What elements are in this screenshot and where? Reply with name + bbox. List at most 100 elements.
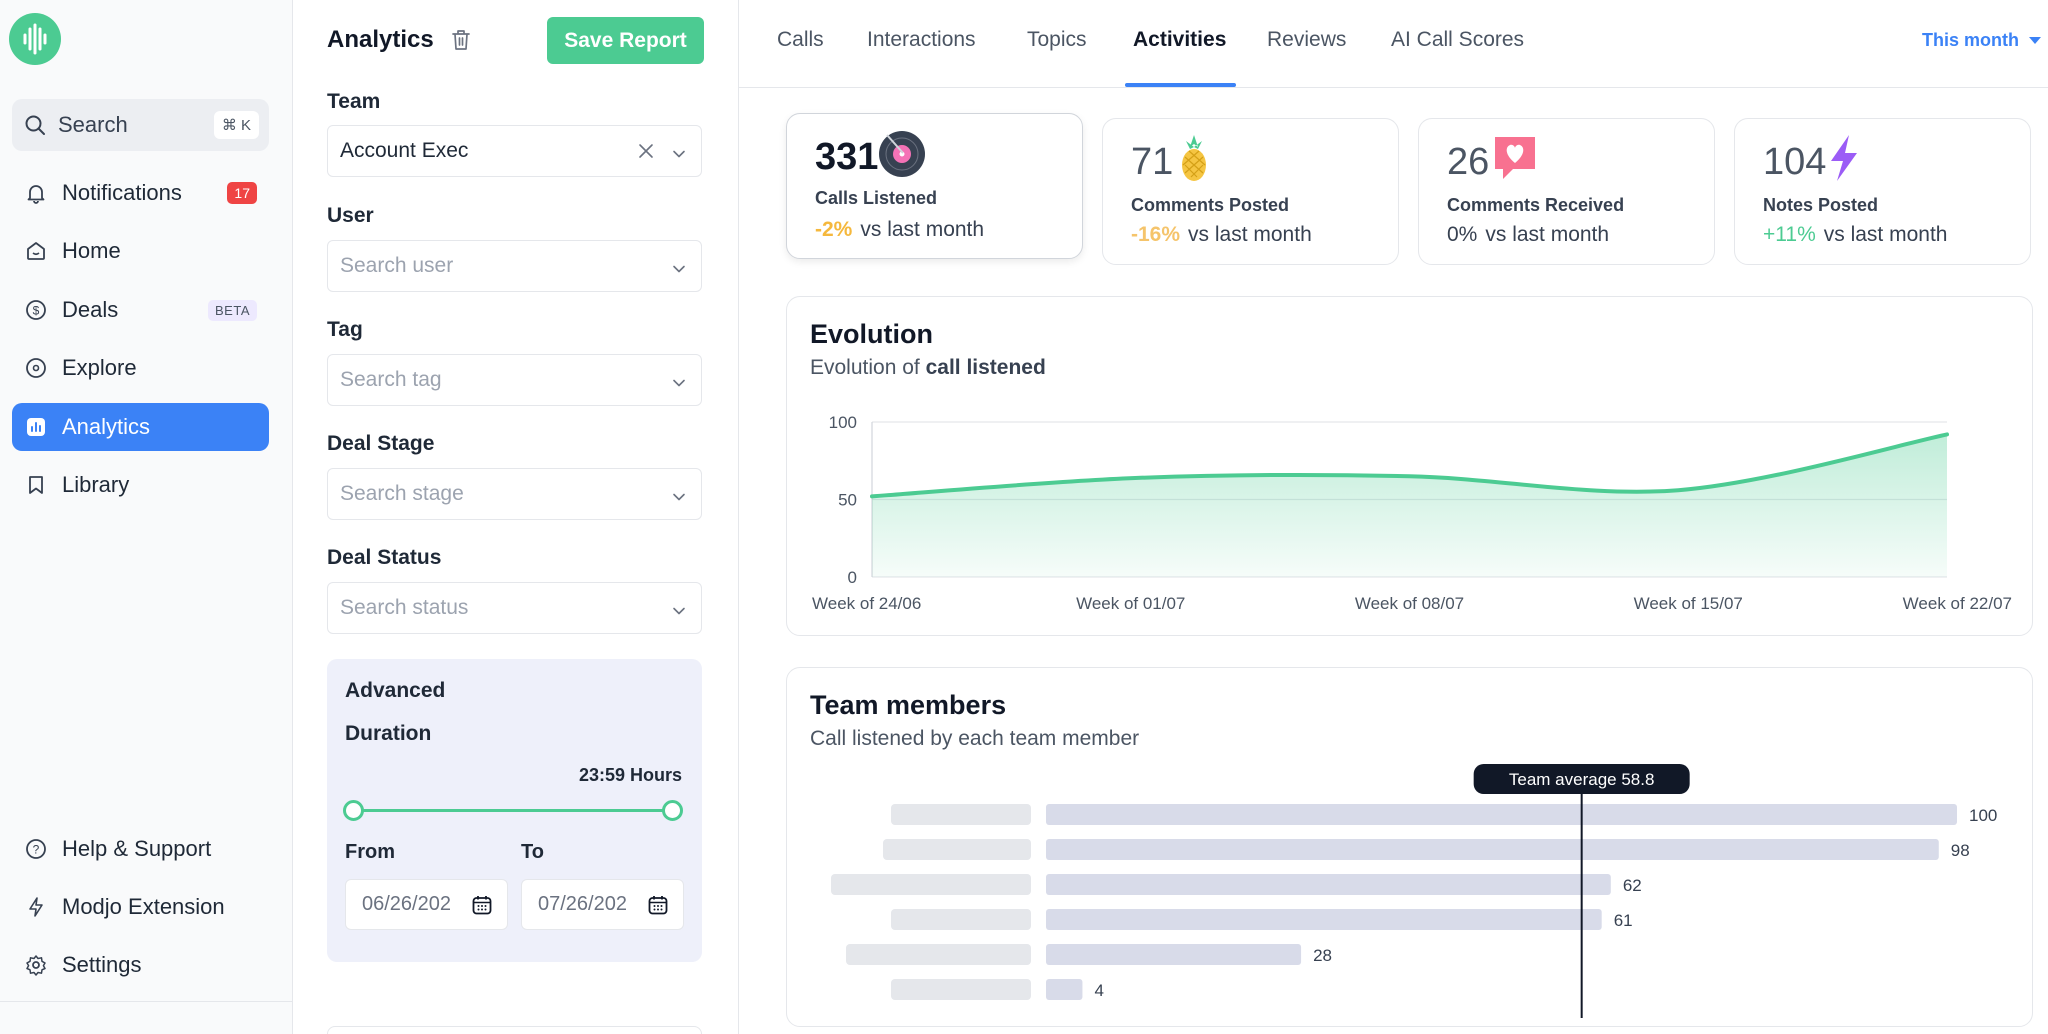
member-bar[interactable] xyxy=(1046,804,1957,825)
waveform-logo-icon xyxy=(23,23,47,55)
member-bar[interactable] xyxy=(1046,839,1939,860)
tab-reviews[interactable]: Reviews xyxy=(1267,28,1347,51)
sidebar: Search ⌘ K Notifications 17 Home $ Deals… xyxy=(0,0,293,1034)
deal-status-select[interactable]: Search status xyxy=(327,582,702,634)
team-average-label: Team average 58.8 xyxy=(1509,770,1655,789)
search-shortcut: ⌘ K xyxy=(213,111,259,139)
chevron-down-icon xyxy=(671,601,687,625)
member-bar[interactable] xyxy=(1046,944,1302,965)
tab-bar: Calls Interactions Topics Activities Rev… xyxy=(739,0,2048,88)
sidebar-item-explore[interactable]: Explore xyxy=(12,344,269,392)
tab-calls[interactable]: Calls xyxy=(777,28,824,51)
main-content: Calls Interactions Topics Activities Rev… xyxy=(739,0,2048,1034)
sidebar-item-analytics[interactable]: Analytics xyxy=(12,403,269,451)
delta-percent: +11% xyxy=(1763,223,1816,246)
dollar-circle-icon: $ xyxy=(24,298,48,322)
calendar-icon[interactable] xyxy=(471,894,493,922)
member-bar[interactable] xyxy=(1046,979,1083,1000)
tab-activities[interactable]: Activities xyxy=(1133,28,1227,51)
delta-percent: 0% xyxy=(1447,223,1478,246)
advanced-filters: Advanced Duration 23:59 Hours From To 06… xyxy=(327,659,702,962)
tag-select[interactable]: Search tag xyxy=(327,354,702,406)
evolution-title: Evolution xyxy=(810,319,933,349)
stat-label: Notes Posted xyxy=(1763,195,1879,215)
tab-ai-call-scores[interactable]: AI Call Scores xyxy=(1391,28,1525,51)
bar-value-label: 4 xyxy=(1094,981,1103,1000)
duration-slider-track[interactable] xyxy=(354,809,672,812)
from-date-input[interactable]: 06/26/2024 xyxy=(345,879,508,930)
deal-stage-select[interactable]: Search stage xyxy=(327,468,702,520)
sidebar-item-deals[interactable]: $ Deals BETA xyxy=(12,286,269,334)
search-button[interactable]: Search ⌘ K xyxy=(12,99,269,151)
stat-value: 26 xyxy=(1447,141,1490,183)
y-tick-label: 50 xyxy=(838,491,857,510)
svg-text:$: $ xyxy=(33,304,40,318)
x-tick-label: Week of 01/07 xyxy=(1076,594,1185,613)
sidebar-item-extension[interactable]: Modjo Extension xyxy=(12,883,269,931)
modjo-logo[interactable] xyxy=(9,13,61,65)
period-select[interactable]: This month xyxy=(1922,30,2019,50)
search-label: Search xyxy=(58,112,128,137)
trash-icon[interactable] xyxy=(450,28,472,57)
deal-stage-label: Deal Stage xyxy=(327,432,435,455)
team-select[interactable]: Account Exec xyxy=(327,125,702,177)
to-label: To xyxy=(521,841,544,863)
evolution-panel: Evolution Evolution of call listened 0 50… xyxy=(786,296,2033,636)
sidebar-item-home[interactable]: Home xyxy=(12,227,269,275)
evolution-subtitle-prefix: Evolution of xyxy=(810,356,920,379)
clear-icon[interactable] xyxy=(637,142,655,166)
member-name-placeholder xyxy=(883,839,1031,860)
save-report-button[interactable]: Save Report xyxy=(547,17,704,64)
sidebar-item-label: Analytics xyxy=(62,414,151,439)
stat-value: 71 xyxy=(1131,141,1174,183)
to-date-value: 07/26/2024 xyxy=(538,893,626,915)
delta-suffix: vs last month xyxy=(1188,223,1312,246)
lightning-bolt-icon xyxy=(1827,133,1861,188)
delta-suffix: vs last month xyxy=(860,218,985,241)
duration-slider-max-handle[interactable] xyxy=(662,800,683,821)
filter-card-partial xyxy=(327,1026,702,1034)
user-select[interactable]: Search user xyxy=(327,240,702,292)
caret-down-icon[interactable] xyxy=(2029,37,2041,44)
area-fill xyxy=(872,434,1947,577)
stat-label: Comments Received xyxy=(1447,195,1625,215)
member-name-placeholder xyxy=(831,874,1031,895)
team-members-chart: 100 98 62 61 28 4 Team average 58.8 xyxy=(831,764,1997,1018)
tab-interactions[interactable]: Interactions xyxy=(867,28,976,51)
sidebar-item-help[interactable]: ? Help & Support xyxy=(12,825,269,873)
lightning-icon xyxy=(24,895,48,919)
stat-card-calls-listened[interactable]: 331 Calls Listened -2% vs last month xyxy=(786,113,1083,259)
member-name-placeholder xyxy=(891,979,1031,1000)
bar-value-label: 98 xyxy=(1951,841,1970,860)
duration-value: 23:59 Hours xyxy=(578,765,682,785)
chevron-down-icon xyxy=(671,487,687,511)
svg-text:?: ? xyxy=(33,843,40,857)
active-tab-indicator xyxy=(1125,83,1236,87)
duration-slider-min-handle[interactable] xyxy=(343,800,364,821)
sidebar-item-label: Home xyxy=(62,238,121,263)
tab-topics[interactable]: Topics xyxy=(1027,28,1087,51)
compass-icon xyxy=(24,356,48,380)
stat-card-notes-posted[interactable]: 104 Notes Posted +11% vs last month xyxy=(1734,118,2031,265)
stat-label: Comments Posted xyxy=(1131,195,1290,215)
member-bar[interactable] xyxy=(1046,874,1611,895)
user-label: User xyxy=(327,204,374,227)
pineapple-icon xyxy=(1177,133,1211,188)
calendar-icon[interactable] xyxy=(647,894,669,922)
delta-suffix: vs last month xyxy=(1823,223,1948,246)
status-placeholder: Search status xyxy=(340,596,469,619)
stat-card-comments-posted[interactable]: 71 Comments Posted -16% vs last month xyxy=(1102,118,1399,265)
sidebar-item-notifications[interactable]: Notifications 17 xyxy=(12,169,269,217)
sidebar-item-settings[interactable]: Settings xyxy=(12,941,269,989)
help-circle-icon: ? xyxy=(24,837,48,861)
chevron-down-icon xyxy=(671,144,687,168)
to-date-input[interactable]: 07/26/2024 xyxy=(521,879,684,930)
bar-value-label: 61 xyxy=(1614,911,1633,930)
x-tick-label: Week of 24/06 xyxy=(812,594,921,613)
sidebar-item-library[interactable]: Library xyxy=(12,461,269,509)
stat-delta: +11% vs last month xyxy=(1763,223,1947,247)
bar-value-label: 62 xyxy=(1623,876,1642,895)
stat-card-comments-received[interactable]: 26 Comments Received 0% vs last month xyxy=(1418,118,1715,265)
analytics-icon xyxy=(24,415,48,439)
member-bar[interactable] xyxy=(1046,909,1602,930)
